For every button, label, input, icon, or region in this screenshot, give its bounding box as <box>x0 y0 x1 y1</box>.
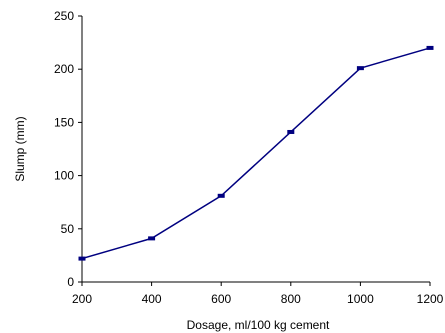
y-tick-label: 150 <box>54 115 74 129</box>
data-point <box>217 193 225 198</box>
data-point <box>356 66 364 71</box>
data-point <box>287 129 295 134</box>
y-tick-label: 100 <box>54 169 74 183</box>
y-axis-label: Slump (mm) <box>13 116 27 181</box>
x-tick-label: 800 <box>281 292 301 306</box>
y-tick-label: 250 <box>54 9 74 23</box>
y-tick-label: 0 <box>67 275 74 289</box>
x-tick-label: 1200 <box>417 292 444 306</box>
data-point <box>426 45 434 50</box>
y-tick-label: 50 <box>61 222 75 236</box>
y-tick-label: 200 <box>54 62 74 76</box>
data-point <box>148 236 156 241</box>
tick-labels: 0 50 100 150 200 250 200 400 600 800 1000 1200 <box>54 9 444 306</box>
series-line <box>81 47 431 260</box>
data-series <box>78 45 434 261</box>
x-tick-label: 1000 <box>347 292 374 306</box>
data-point <box>78 256 86 261</box>
x-tick-label: 200 <box>72 292 92 306</box>
x-axis-label: Dosage, ml/100 kg cement <box>187 318 330 332</box>
x-tick-label: 600 <box>211 292 231 306</box>
x-tick-label: 400 <box>142 292 162 306</box>
axes <box>78 15 431 286</box>
